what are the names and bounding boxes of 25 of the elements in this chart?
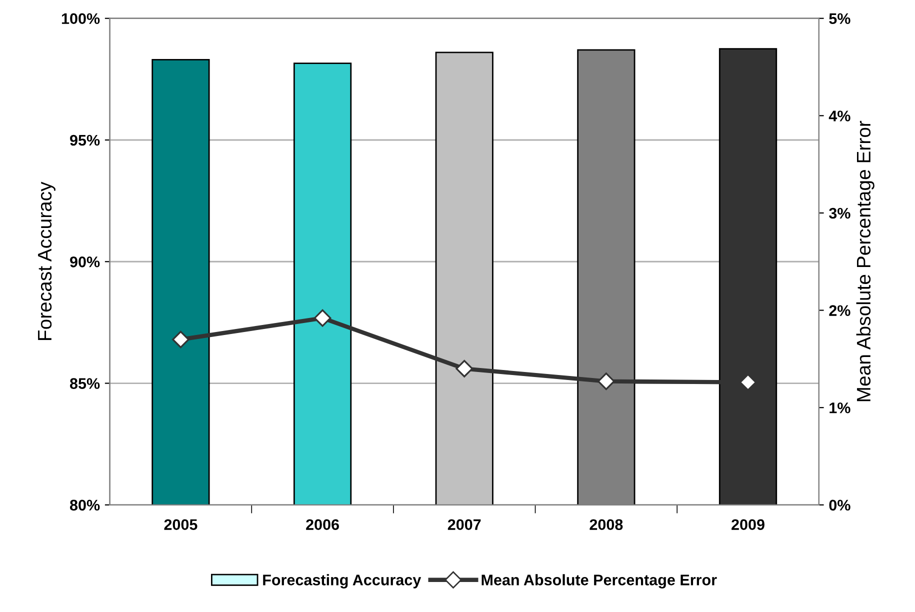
point [172,330,190,348]
y2-tick-label: 2% [829,305,850,316]
y-tick-label: 85% [70,378,100,389]
x-tick-label: 2007 [448,519,481,530]
y-axis-title: Forecast Accuracy [38,182,56,340]
point [597,372,615,390]
y2-tick-label: 3% [829,208,850,219]
point [314,309,332,327]
y-tick-label: 95% [70,134,100,146]
y2-axis-title: Mean Absolute Percentage Error [856,120,874,402]
series-label: Forecasting Accuracy [263,574,422,588]
y2-tick-label: 0% [829,500,850,511]
y2-tick-label: 4% [828,110,850,122]
x-tick-label: 2005 [164,519,198,530]
y-tick-label: 80% [70,500,100,511]
point [456,360,474,378]
y-tick-label: 100% [62,13,100,24]
legend-label: Mean Absolute Percentage Error [482,574,717,588]
y2-tick-label: 1% [830,402,850,414]
x-tick-label: 2006 [306,519,339,530]
x-tick-label: 2009 [732,519,764,530]
point [739,374,757,391]
x-tick-label: 2008 [590,519,623,530]
y-tick-label: 90% [70,256,100,268]
y2-tick-label: 5% [829,13,850,24]
